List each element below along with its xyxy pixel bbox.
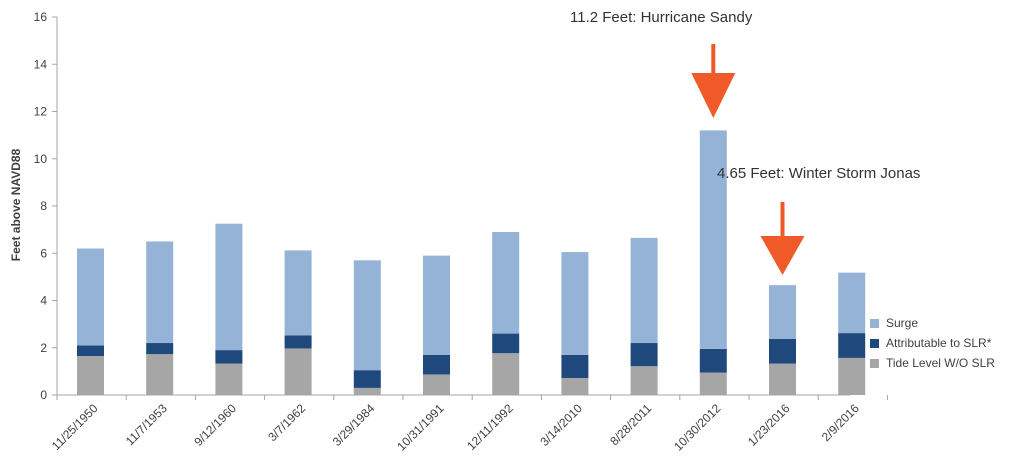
bar-segment [769,363,796,395]
annotation-label: 4.65 Feet: Winter Storm Jonas [717,165,920,182]
annotations: 11.2 Feet: Hurricane Sandy 4.65 Feet: Win… [570,9,920,275]
legend-swatch [870,359,879,368]
y-tick-label: 2 [40,341,47,355]
legend-swatch [870,319,879,328]
bars [77,130,866,395]
bar-segment [215,223,243,351]
bar-segment [284,348,312,395]
bar-segment [77,248,104,346]
y-tick-label: 12 [34,105,48,119]
bar-segment [492,231,520,334]
bar-segment [423,354,450,375]
x-tick-label: 3/7/1962 [265,401,308,444]
legend-label: Surge [886,316,918,330]
x-tick-label: 10/30/2012 [671,401,724,454]
x-tick-label: 10/31/1991 [394,401,447,454]
x-tick-label: 11/25/1950 [49,401,101,453]
annotation-label: 11.2 Feet: Hurricane Sandy [570,9,753,26]
x-tick-label: 12/11/1992 [464,401,516,453]
y-tick-label: 8 [40,199,47,213]
bar-segment [769,285,796,340]
arrow-head-icon [691,73,736,118]
bar-segment [561,252,589,355]
legend-label: Tide Level W/O SLR [886,356,995,370]
bar-segment [492,353,520,395]
bar-segment [699,348,727,373]
y-tick-label: 6 [40,246,47,260]
bar-segment [353,260,381,371]
x-tick-label: 3/29/1984 [330,401,378,449]
y-axis: 0 2 4 6 8 10 12 14 16 [34,10,58,402]
y-tick-label: 0 [40,388,47,402]
bar-segment [423,255,450,355]
bar-segment [699,372,727,395]
bar-segment [423,374,450,395]
bar-segment [630,366,658,395]
bar-segment [146,343,174,355]
bar-segment [838,272,866,334]
legend: Surge Attributable to SLR* Tide Level W/O … [870,316,995,370]
legend-label: Attributable to SLR* [886,336,992,350]
bar-segment [146,241,174,344]
bar-segment [284,335,312,349]
bar-segment [492,333,520,354]
bar-segment [353,370,381,388]
bar-segment [630,237,658,344]
bar-segment [284,250,312,336]
bar-segment [561,377,589,395]
x-axis: 11/25/1950 11/7/1953 9/12/1960 3/7/1962 3/29… [49,394,888,454]
bar-segment [77,345,104,357]
bar-segment [838,357,866,395]
x-tick-label: 11/7/1953 [123,401,170,448]
y-tick-label: 4 [40,294,47,308]
bar-segment [699,130,727,349]
bar-segment [146,354,174,395]
y-axis-label: Feet above NAVD88 [9,148,23,261]
x-tick-label: 2/9/2016 [819,401,862,444]
legend-swatch [870,339,879,348]
bar-segment [561,354,589,378]
y-tick-label: 16 [34,10,48,24]
bar-segment [353,387,381,395]
x-tick-label: 9/12/1960 [191,401,239,449]
x-tick-label: 8/28/2011 [607,401,654,448]
x-tick-label: 1/23/2016 [745,401,793,449]
bar-segment [215,350,243,364]
bar-segment [838,333,866,358]
bar-segment [77,356,104,395]
x-tick-label: 3/14/2010 [537,401,585,449]
bar-segment [215,363,243,395]
bar-segment [630,343,658,367]
bar-segment [769,339,796,364]
y-tick-label: 14 [34,57,48,71]
arrow-head-icon [760,236,805,275]
y-tick-label: 10 [34,152,48,166]
